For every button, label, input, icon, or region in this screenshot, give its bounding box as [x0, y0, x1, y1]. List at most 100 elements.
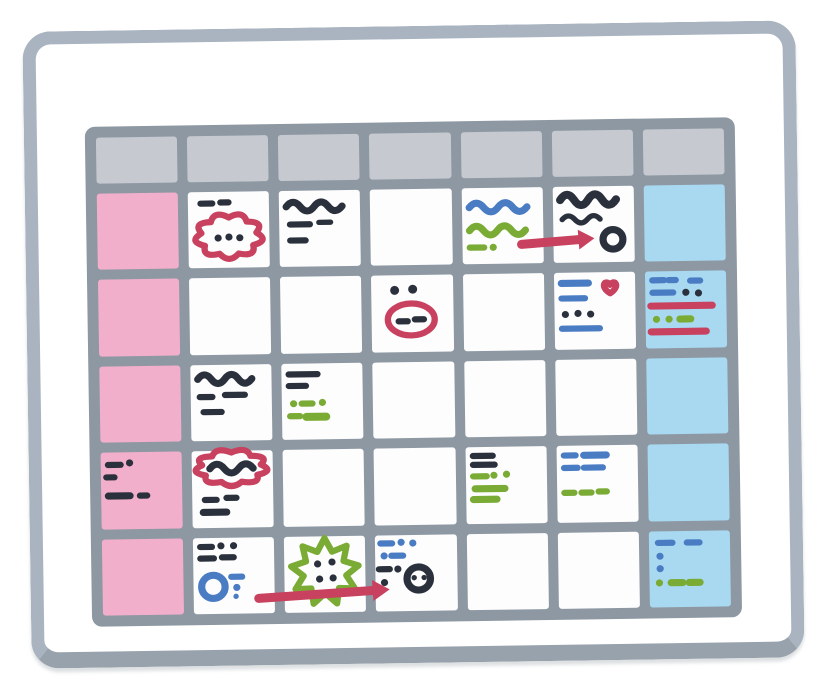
- calendar-cell-r4-c5: [465, 446, 548, 524]
- cell-scribbles: [560, 451, 610, 497]
- mark-dash: [558, 325, 603, 333]
- mark-dot: [329, 574, 338, 582]
- calendar-cell-r5-c6: [557, 531, 640, 609]
- calendar-cell-r2-c3: [280, 276, 363, 354]
- mark-cloud: [192, 211, 266, 262]
- header-cell-c1: [95, 136, 178, 184]
- calendar-cell-r5-c5: [466, 532, 549, 611]
- mark-dot: [694, 289, 702, 297]
- mark-dot: [655, 578, 663, 587]
- calendar-cell-r1-c5: [461, 187, 544, 265]
- calendar-cell-r2-c1: [98, 278, 181, 357]
- calendar-cell-r3-c3: [281, 362, 364, 441]
- cell-scribbles: [469, 452, 510, 504]
- mark-wavy: [559, 212, 603, 226]
- cell-scribbles: [557, 279, 619, 333]
- mark-wavy: [194, 370, 256, 387]
- calendar-cell-r3-c6: [554, 358, 638, 437]
- cell-scribbles: [282, 198, 346, 244]
- calendar-cell-r4-c4: [373, 447, 457, 526]
- mark-dot: [390, 286, 400, 296]
- mark-dash: [647, 302, 716, 311]
- calendar-cell-r1-c1: [96, 192, 179, 271]
- calendar-cell-r3-c5: [463, 359, 547, 438]
- mark-dot: [290, 399, 298, 408]
- mark-dot: [233, 583, 241, 591]
- mark-dot: [328, 558, 336, 566]
- header-cell-c6: [551, 129, 634, 177]
- cell-scribbles: [385, 285, 439, 339]
- calendar-board-frame: [22, 20, 805, 669]
- calendar-cell-r2-c7: [644, 270, 728, 349]
- cell-scribbles: [192, 447, 271, 517]
- cell-scribbles: [192, 199, 266, 262]
- calendar-cell-r5-c3: [284, 534, 367, 613]
- mark-dot: [652, 316, 660, 324]
- mark-dot: [656, 564, 664, 572]
- cell-scribbles: [285, 370, 331, 421]
- calendar-cell-r5-c4: [375, 533, 458, 612]
- header-cell-c3: [278, 133, 360, 181]
- mark-dot: [665, 316, 673, 324]
- mark-dot: [489, 471, 498, 479]
- mark-oval: [385, 300, 439, 339]
- cell-scribbles: [103, 459, 151, 500]
- mark-dot: [319, 398, 327, 406]
- mark-dot: [236, 234, 244, 242]
- header-cell-c4: [369, 132, 452, 180]
- mark-wavy: [465, 199, 531, 216]
- calendar-cell-r5-c7: [648, 529, 731, 608]
- mark-dot: [214, 234, 222, 242]
- mark-dot: [682, 289, 690, 297]
- calendar-cell-r3-c4: [372, 361, 455, 439]
- mark-dot: [314, 560, 322, 568]
- mark-heart: [600, 279, 619, 297]
- calendar-cell-r4-c6: [556, 444, 639, 523]
- calendar-cell-r3-c1: [99, 365, 182, 443]
- calendar-cell-r4-c1: [100, 451, 183, 530]
- mark-dot: [397, 538, 406, 546]
- mark-dot: [408, 285, 418, 295]
- mark-dot: [230, 541, 238, 549]
- mark-wavy: [465, 222, 529, 239]
- calendar-grid: [84, 117, 743, 627]
- mark-dot: [316, 575, 324, 583]
- mark-dash: [647, 327, 710, 336]
- mark-dot: [656, 552, 664, 560]
- cell-scribbles: [288, 534, 362, 607]
- mark-dot: [411, 574, 418, 580]
- mark-dot: [381, 578, 389, 586]
- calendar-cell-r1-c6: [552, 185, 635, 264]
- mark-ring: [599, 226, 627, 253]
- calendar-cell-r2-c6: [553, 272, 636, 350]
- mark-dot: [394, 565, 402, 573]
- mark-cloud: [192, 447, 271, 490]
- calendar-cell-r1-c7: [643, 184, 726, 262]
- mark-burst: [288, 534, 362, 607]
- mark-dot: [574, 310, 582, 318]
- cell-scribbles: [647, 277, 716, 336]
- mark-wavy: [206, 460, 257, 477]
- calendar-cell-r4-c2: [191, 447, 274, 528]
- calendar-cell-r3-c2: [190, 363, 273, 442]
- calendar-cell-r1-c2: [187, 191, 271, 269]
- header-cell-c7: [642, 128, 725, 176]
- cell-scribbles: [465, 199, 531, 251]
- mark-dot: [409, 539, 417, 547]
- calendar-cell-r5-c1: [101, 538, 185, 616]
- cell-scribbles: [555, 190, 627, 253]
- mark-dot: [561, 311, 569, 319]
- mark-dot: [233, 593, 239, 599]
- mark-dot: [225, 233, 233, 241]
- mark-ring: [198, 571, 229, 602]
- header-cell-c5: [460, 131, 543, 179]
- header-cell-c2: [187, 135, 269, 183]
- mark-ring: [403, 562, 435, 594]
- mark-dot: [489, 243, 497, 251]
- calendar-cell-r5-c2: [192, 536, 276, 615]
- cell-scribbles: [376, 538, 435, 594]
- calendar-cell-r4-c3: [282, 448, 366, 527]
- calendar-cell-r3-c7: [646, 357, 729, 435]
- cell-scribbles: [194, 370, 256, 416]
